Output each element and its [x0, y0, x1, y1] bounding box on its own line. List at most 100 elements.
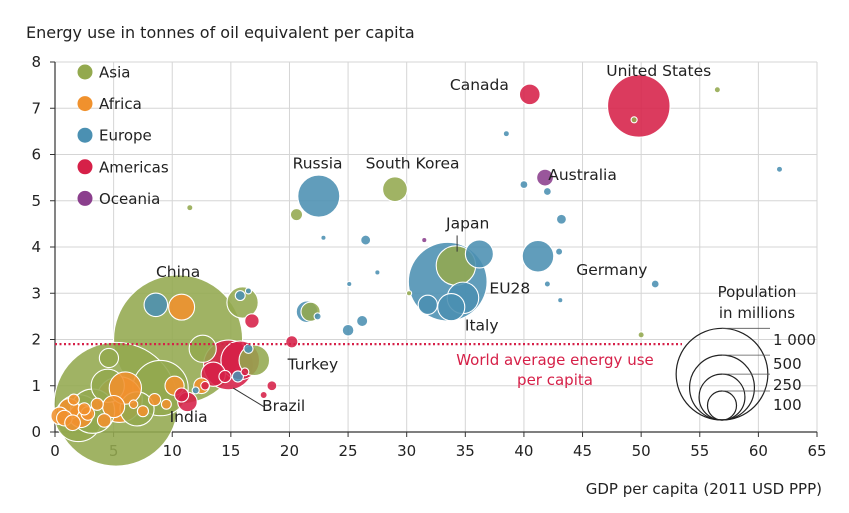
world-average-label-line2: per capita — [517, 371, 593, 389]
bubble-europe-15 — [519, 180, 529, 190]
x-tick-label-55: 55 — [690, 442, 709, 460]
bubble-africa-10 — [90, 397, 104, 411]
bubble-europe-28 — [191, 386, 200, 395]
x-tick-label-60: 60 — [749, 442, 768, 460]
y-tick-label-1: 1 — [31, 377, 41, 395]
legend-label-americas: Americas — [99, 158, 169, 176]
label-italy: Italy — [465, 316, 499, 334]
size-legend-title-line2: in millions — [719, 304, 795, 322]
bubble-europe-14 — [555, 213, 567, 225]
bubble-europe-18 — [775, 165, 784, 173]
bubble-africa-11 — [136, 405, 150, 418]
bubble-africa-12 — [148, 393, 162, 407]
bubble-asia-9 — [289, 208, 304, 222]
y-tick-label-7: 7 — [31, 99, 41, 117]
bubble-americas-9 — [266, 380, 278, 392]
axes: 05101520253035404550556065012345678 — [31, 53, 826, 460]
population-size-legend: Population in millions 1 000 500 250 100 — [675, 283, 816, 421]
annotation-labels: China India Brazil Turkey Russia South Korea J… — [156, 62, 711, 426]
x-tick-label-15: 15 — [221, 442, 240, 460]
bubble-asia-19 — [637, 331, 645, 339]
bubble-americas-5 — [285, 335, 299, 349]
legend-swatch-americas — [77, 159, 93, 175]
world-average-label-line1: World average energy use — [456, 351, 654, 369]
label-russia: Russia — [293, 154, 343, 172]
legend-label-asia: Asia — [99, 64, 130, 82]
bubble-africa-17 — [77, 402, 91, 416]
bubble-russia — [297, 174, 341, 218]
size-legend-ring-250 — [698, 373, 746, 421]
y-tick-label-5: 5 — [31, 192, 41, 210]
y-tick-label-6: 6 — [31, 146, 41, 164]
bubble-africa-16 — [96, 413, 112, 428]
label-germany: Germany — [576, 261, 647, 279]
legend-swatch-asia — [77, 64, 93, 80]
legend-swatch-africa — [77, 96, 93, 112]
bubble-europe-17 — [502, 130, 510, 138]
chart-title: Energy use in tonnes of oil equivalent p… — [26, 23, 415, 42]
bubble-asia-5 — [713, 86, 721, 94]
x-tick-label-0: 0 — [50, 442, 60, 460]
x-tick-label-30: 30 — [397, 442, 416, 460]
size-legend-label-1000: 1 000 — [773, 331, 816, 349]
label-brazil: Brazil — [262, 397, 305, 415]
bubble-asia-7 — [226, 286, 259, 319]
legend-swatch-europe — [77, 127, 93, 143]
label-canada: Canada — [450, 76, 509, 94]
bubble-asia-17 — [188, 334, 217, 363]
bubble-americas-12 — [259, 390, 268, 400]
legend-swatch-oceania — [77, 190, 93, 206]
legend-label-oceania: Oceania — [99, 190, 160, 208]
bubble-europe-29 — [244, 287, 253, 295]
bubble-europe-13 — [313, 312, 322, 321]
x-tick-label-50: 50 — [632, 442, 651, 460]
bubble-united-states — [607, 74, 671, 138]
bubble-europe-6 — [464, 239, 494, 269]
bubble-asia-13 — [98, 347, 120, 369]
x-axis-label: GDP per capita (2011 USD PPP) — [586, 480, 822, 498]
bubble-south-korea — [382, 176, 408, 203]
y-tick-label-4: 4 — [31, 238, 41, 256]
bubble-americas-4 — [244, 313, 260, 329]
bubble-canada — [518, 83, 541, 106]
label-india: India — [170, 408, 208, 426]
brazil-leader-line — [232, 387, 264, 407]
bubble-germany — [521, 239, 555, 273]
bubble-europe-16 — [542, 187, 552, 196]
x-tick-label-20: 20 — [280, 442, 299, 460]
y-tick-label-0: 0 — [31, 423, 41, 441]
bubble-australia — [536, 168, 554, 187]
bubble-africa-1 — [168, 293, 196, 321]
bubbles — [50, 74, 784, 467]
label-eu28: EU28 — [489, 279, 530, 297]
bubble-europe-26 — [243, 343, 254, 354]
bubble-americas-10 — [218, 369, 232, 384]
bubble-europe-10 — [360, 234, 372, 246]
size-legend-ring-100 — [706, 390, 738, 421]
bubble-americas-11 — [200, 380, 210, 391]
x-tick-label-65: 65 — [807, 442, 826, 460]
bubble-europe-20 — [555, 247, 564, 256]
bubble-oceania-1 — [421, 236, 428, 244]
bubble-asia-10 — [186, 204, 194, 212]
label-south-korea: South Korea — [366, 154, 460, 172]
label-turkey: Turkey — [287, 356, 338, 374]
bubble-europe-3 — [437, 293, 466, 322]
bubble-europe-19 — [650, 279, 660, 289]
size-legend-label-100: 100 — [773, 396, 802, 414]
size-legend-title-line1: Population — [718, 283, 797, 301]
legend: Asia Africa Europe Americas Oceania — [77, 64, 169, 208]
bubble-asia-18 — [405, 290, 413, 297]
bubble-africa-15 — [67, 393, 80, 406]
bubble-europe-9 — [234, 290, 246, 302]
bubble-europe-24 — [374, 269, 381, 276]
y-tick-label-2: 2 — [31, 331, 41, 349]
bubble-europe-11 — [356, 314, 369, 328]
bubble-europe-23 — [346, 280, 353, 288]
x-tick-label-25: 25 — [339, 442, 358, 460]
x-tick-label-40: 40 — [514, 442, 533, 460]
size-legend-label-500: 500 — [773, 355, 802, 373]
bubble-africa-18 — [128, 399, 139, 410]
bubble-africa-8 — [64, 414, 81, 432]
bubble-europe-12 — [341, 323, 355, 337]
